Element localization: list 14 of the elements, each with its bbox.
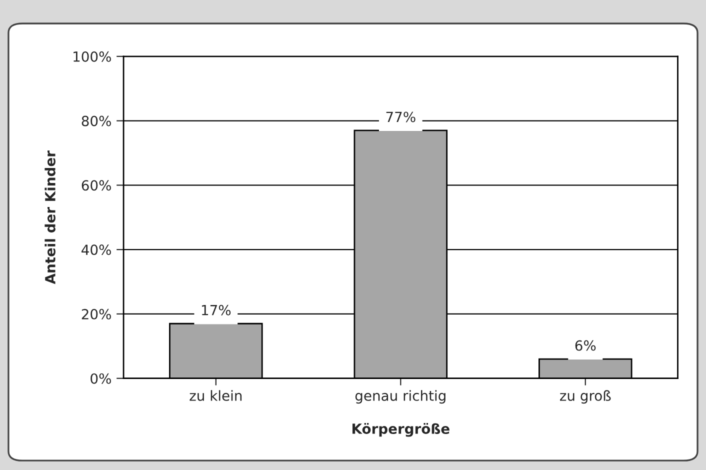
data-label: 6% xyxy=(575,340,596,351)
y-axis-title: Anteil der Kinder xyxy=(44,150,56,284)
x-tick-label: zu groß xyxy=(560,390,611,404)
y-tick-label: 60% xyxy=(82,180,111,191)
data-label: 17% xyxy=(202,304,231,316)
y-tick-label: 40% xyxy=(82,244,111,256)
y-tick-label: 20% xyxy=(82,308,111,320)
data-label: 77% xyxy=(386,112,416,122)
y-tick-label: 0% xyxy=(90,373,111,384)
y-tick-label: 100% xyxy=(74,51,111,62)
x-tick-label: genau richtig xyxy=(355,390,446,404)
x-axis-title: Körpergröße xyxy=(352,423,450,437)
x-tick-label: zu klein xyxy=(190,390,242,401)
y-tick-label: 80% xyxy=(82,116,111,126)
